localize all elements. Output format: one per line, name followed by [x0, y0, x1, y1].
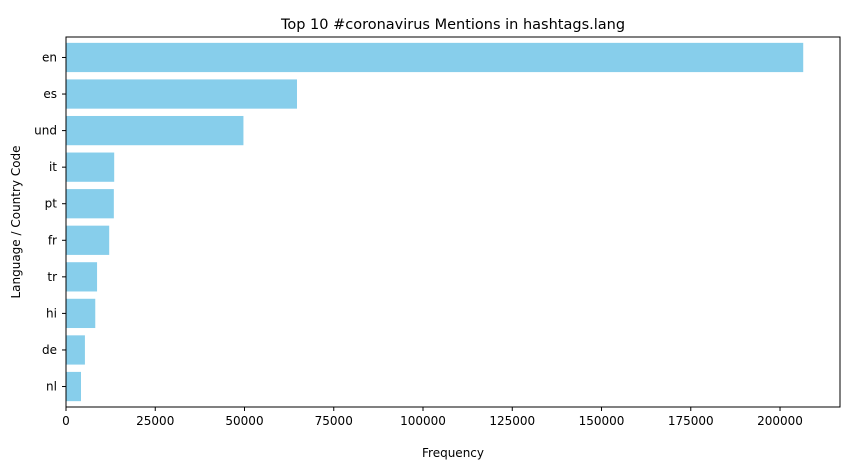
x-tick-label: 125000: [489, 414, 535, 428]
x-tick-label: 25000: [136, 414, 174, 428]
bar-nl: [66, 371, 81, 402]
bar-tr: [66, 262, 98, 292]
y-tick-label: es: [43, 87, 57, 101]
y-tick-label: nl: [46, 380, 57, 394]
x-tick-label: 175000: [668, 414, 714, 428]
y-tick-label: und: [34, 124, 57, 138]
bar-und: [66, 115, 244, 146]
y-tick-label: it: [49, 160, 57, 174]
x-axis-ticks: 0 25000 50000 75000 100000 125000 150000 175000…: [62, 407, 803, 428]
x-tick-label: 200000: [757, 414, 803, 428]
plot-frame: [65, 36, 841, 408]
chart-title: Top 10 #coronavirus Mentions in hashtags…: [280, 17, 625, 33]
bar-es: [66, 79, 297, 109]
x-tick-label: 0: [62, 414, 70, 428]
y-axis-ticks: en es und it pt fr tr hi de nl: [34, 50, 66, 394]
y-tick-label: en: [42, 50, 57, 64]
bar-it: [66, 152, 115, 182]
bar-fr: [66, 225, 110, 255]
x-tick-label: 75000: [315, 414, 353, 428]
y-tick-label: tr: [47, 270, 57, 284]
bar-pt: [66, 189, 114, 219]
x-tick-label: 150000: [579, 414, 625, 428]
y-tick-label: fr: [48, 233, 57, 247]
bar-en: [66, 42, 804, 73]
bar-de: [66, 335, 85, 365]
y-axis-title: Language / Country Code: [9, 145, 23, 298]
bars-layer: [66, 42, 804, 402]
y-tick-label: pt: [45, 197, 58, 211]
x-tick-label: 100000: [400, 414, 446, 428]
x-tick-label: 50000: [225, 414, 263, 428]
x-axis-title: Frequency: [422, 446, 484, 460]
y-tick-label: de: [42, 343, 57, 357]
bar-hi: [66, 298, 96, 329]
y-tick-label: hi: [46, 306, 57, 320]
